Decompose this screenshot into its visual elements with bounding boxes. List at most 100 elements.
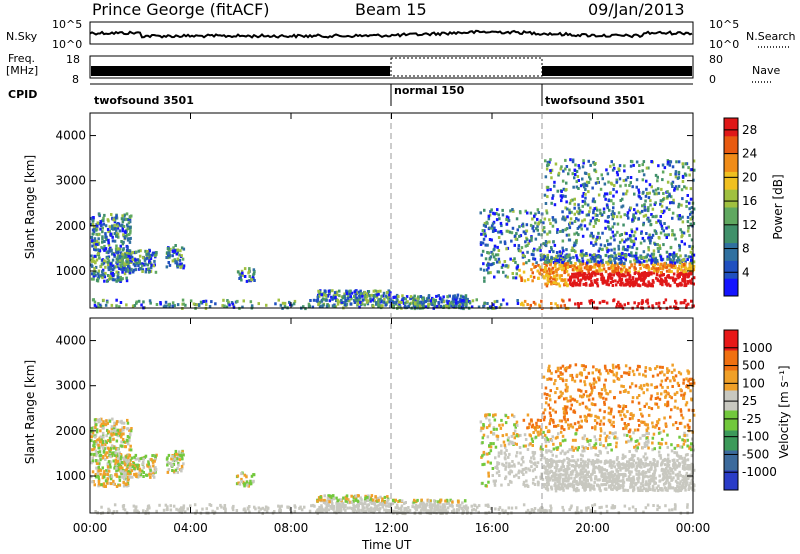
echo-cell [556,230,559,234]
echo-cell [673,261,677,265]
echo-cell [111,433,114,437]
echo-cell [566,486,570,490]
echo-cell [97,420,100,424]
echo-cell [366,495,369,499]
echo-cell [507,436,510,440]
echo-cell [557,254,560,258]
echo-cell [504,477,507,481]
echo-cell [522,460,525,464]
echo-cell [121,248,125,252]
echo-cell [124,268,128,272]
echo-cell [336,302,340,306]
echo-cell [537,433,540,437]
echo-cell [609,257,612,261]
echo-cell [546,270,549,274]
echo-cell [104,439,107,443]
echo-cell [615,170,619,174]
echo-cell [151,454,154,458]
echo-cell [539,458,543,462]
echo-cell [589,234,592,238]
echo-cell [599,255,602,259]
echo-cell [519,234,523,238]
echo-cell [559,257,562,261]
echo-cell [626,245,630,249]
echo-cell [319,498,323,502]
echo-cell [602,279,605,283]
echo-cell [403,512,407,516]
echo-cell [663,263,667,267]
echo-cell [536,461,540,465]
echo-cell [579,267,583,271]
echo-cell [394,506,397,510]
echo-cell [353,508,357,512]
echo-cell [530,236,533,240]
echo-cell [458,304,461,308]
echo-cell [552,250,555,254]
echo-cell [571,246,574,250]
echo-cell [96,233,100,237]
echo-cell [614,283,618,287]
echo-cell [599,460,603,464]
echo-cell [94,433,98,437]
echo-cell [579,270,582,274]
echo-cell [366,505,369,509]
echo-cell [99,440,102,444]
echo-cell [583,275,586,279]
echo-cell [336,298,340,302]
echo-cell [500,444,503,448]
echo-cell [320,298,324,302]
echo-cell [665,233,669,237]
echo-cell [384,294,387,298]
echo-cell [641,263,645,267]
echo-cell [558,479,561,483]
echo-cell [573,476,576,480]
echo-cell [573,272,576,276]
echo-cell [616,173,619,177]
echo-cell [623,164,626,168]
echo-cell [609,242,612,246]
echo-cell [102,261,106,265]
echo-cell [631,254,634,258]
echo-cell [571,172,574,176]
echo-cell [137,475,140,479]
echo-cell [495,427,498,431]
echo-cell [136,258,139,262]
echo-cell [666,460,670,464]
echo-cell [374,289,377,293]
echo-cell [654,188,658,192]
echo-cell [596,284,600,288]
echo-cell [111,268,115,272]
echo-cell [121,426,124,430]
echo-cell [145,252,148,256]
echo-cell [637,188,640,192]
echo-cell [686,229,690,233]
echo-cell [350,291,354,295]
echo-cell [349,295,352,299]
echo-cell [101,446,105,450]
echo-cell [544,240,548,243]
echo-cell [595,270,599,274]
echo-cell [621,197,624,201]
echo-cell [575,241,578,245]
echo-cell [633,280,636,284]
echo-cell [394,510,397,514]
echo-cell [511,208,514,211]
echo-cell [116,255,119,259]
echo-cell [522,418,526,422]
echo-cell [612,187,615,191]
echo-cell [96,418,100,422]
echo-cell [653,488,656,492]
echo-cell [165,251,169,255]
echo-cell [648,267,651,271]
echo-cell [531,423,535,427]
echo-cell [359,292,363,296]
echo-cell [573,168,576,172]
echo-cell [687,226,690,230]
echo-cell [653,192,656,196]
echo-cell [167,248,170,252]
echo-cell [90,475,93,479]
echo-cell [107,255,111,259]
echo-cell [336,300,340,304]
echo-cell [97,237,100,241]
echo-cell [568,253,571,257]
